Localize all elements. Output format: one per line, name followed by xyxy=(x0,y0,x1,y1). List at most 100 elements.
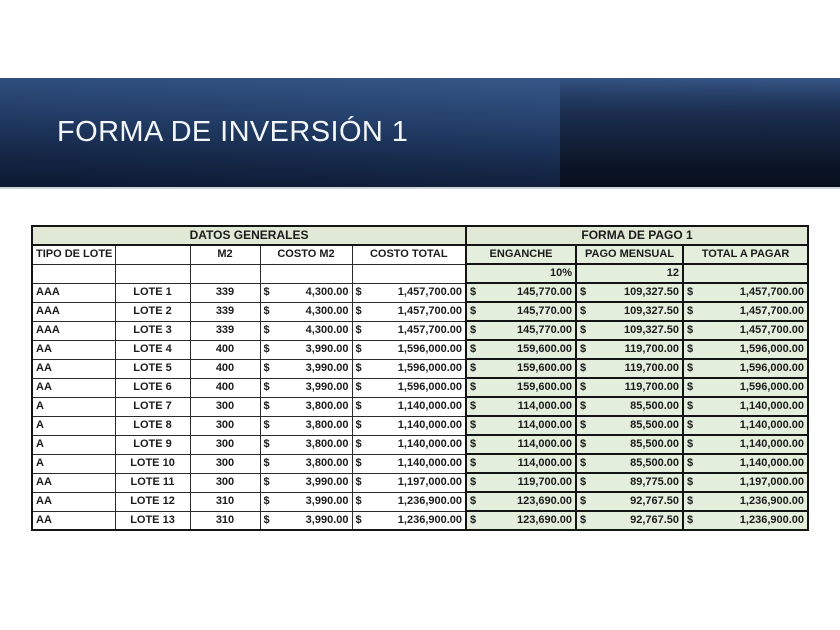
currency-symbol: $ xyxy=(355,362,362,374)
cell-m2: 300 xyxy=(189,415,261,436)
cell-enganche: $123,690.00 xyxy=(465,510,578,531)
subheader-empty-cell xyxy=(259,263,353,284)
currency-symbol: $ xyxy=(470,457,477,469)
currency-symbol: $ xyxy=(263,513,270,526)
cell-total-a-pagar: $1,140,000.00 xyxy=(682,415,810,436)
table-row: AAA LOTE 2 339 $4,300.00 $1,457,700.00 $… xyxy=(31,301,810,322)
table-row: A LOTE 10 300 $3,800.00 $1,140,000.00 $1… xyxy=(31,453,810,474)
cell-pago-mensual: $119,700.00 xyxy=(575,377,685,398)
cell-costo-total: $1,140,000.00 xyxy=(351,415,467,436)
column-header-nombre xyxy=(114,244,191,265)
cell-costo-m2: $4,300.00 xyxy=(259,301,353,322)
cell-total-a-pagar: $1,236,900.00 xyxy=(682,510,810,531)
cell-costo-m2: $3,800.00 xyxy=(259,434,353,455)
table-row: AA LOTE 6 400 $3,990.00 $1,596,000.00 $1… xyxy=(31,377,810,398)
cell-pago-mensual: $119,700.00 xyxy=(575,358,685,379)
cell-m2: 400 xyxy=(189,377,261,398)
table-row: AA LOTE 5 400 $3,990.00 $1,596,000.00 $1… xyxy=(31,358,810,379)
cell-costo-m2: $3,990.00 xyxy=(259,358,353,379)
cell-enganche: $145,770.00 xyxy=(465,301,578,322)
currency-symbol: $ xyxy=(470,381,477,393)
cell-costo-total: $1,140,000.00 xyxy=(351,434,467,455)
currency-symbol: $ xyxy=(263,476,270,488)
cell-costo-m2: $3,990.00 xyxy=(259,377,353,398)
subheader-empty-cell xyxy=(114,263,191,284)
currency-symbol: $ xyxy=(580,514,587,526)
cell-pago-mensual: $85,500.00 xyxy=(575,415,685,436)
cell-tipo-de-lote: AA xyxy=(31,377,116,398)
cell-pago-mensual: $85,500.00 xyxy=(575,396,685,417)
currency-symbol: $ xyxy=(470,400,477,412)
title-band-right-panel xyxy=(560,78,840,187)
cell-pago-mensual: $109,327.50 xyxy=(575,301,685,322)
cell-costo-total: $1,457,700.00 xyxy=(351,282,467,303)
cell-m2: 300 xyxy=(189,396,261,417)
column-header-enganche: ENGANCHE xyxy=(465,244,578,265)
cell-costo-m2: $3,990.00 xyxy=(259,472,353,493)
cell-m2: 400 xyxy=(189,358,261,379)
cell-lote: LOTE 4 xyxy=(114,339,191,360)
currency-symbol: $ xyxy=(263,400,270,412)
currency-symbol: $ xyxy=(470,324,477,336)
cell-pago-mensual: $89,775.00 xyxy=(575,472,685,493)
cell-pago-mensual: $92,767.50 xyxy=(575,510,685,531)
subheader-row: 10% 12 xyxy=(31,263,810,284)
cell-costo-total: $1,596,000.00 xyxy=(351,358,467,379)
table-row: AA LOTE 11 300 $3,990.00 $1,197,000.00 $… xyxy=(31,472,810,493)
table-head: DATOS GENERALES FORMA DE PAGO 1 TIPO DE … xyxy=(30,225,810,284)
currency-symbol: $ xyxy=(687,343,694,355)
cell-lote: LOTE 1 xyxy=(114,282,191,303)
column-header-pago-mensual: PAGO MENSUAL xyxy=(575,244,685,265)
cell-enganche: $159,600.00 xyxy=(465,358,578,379)
cell-costo-m2: $4,300.00 xyxy=(259,320,353,341)
subheader-pago-mensual-months: 12 xyxy=(575,263,685,284)
currency-symbol: $ xyxy=(355,305,362,317)
column-header-total-a-pagar: TOTAL A PAGAR xyxy=(682,244,810,265)
page-title: FORMA DE INVERSIÓN 1 xyxy=(57,116,409,148)
cell-tipo-de-lote: AA xyxy=(31,510,116,531)
cell-enganche: $114,000.00 xyxy=(465,434,578,455)
cell-enganche: $114,000.00 xyxy=(465,453,578,474)
currency-symbol: $ xyxy=(687,419,694,431)
currency-symbol: $ xyxy=(580,324,587,336)
currency-symbol: $ xyxy=(263,438,270,450)
cell-total-a-pagar: $1,457,700.00 xyxy=(682,320,810,341)
table-row: A LOTE 8 300 $3,800.00 $1,140,000.00 $11… xyxy=(31,415,810,436)
cell-costo-total: $1,596,000.00 xyxy=(351,339,467,360)
cell-costo-m2: $3,990.00 xyxy=(259,491,353,512)
cell-enganche: $145,770.00 xyxy=(465,320,578,341)
lots-table: DATOS GENERALES FORMA DE PAGO 1 TIPO DE … xyxy=(30,225,810,531)
cell-enganche: $159,600.00 xyxy=(465,377,578,398)
cell-lote: LOTE 11 xyxy=(114,472,191,493)
cell-total-a-pagar: $1,596,000.00 xyxy=(682,377,810,398)
subheader-empty-cell xyxy=(189,263,261,284)
currency-symbol: $ xyxy=(580,438,587,450)
cell-lote: LOTE 3 xyxy=(114,320,191,341)
column-header-row: TIPO DE LOTE M2 COSTO M2 COSTO TOTAL ENG… xyxy=(31,244,810,265)
currency-symbol: $ xyxy=(687,400,694,412)
group-header-row: DATOS GENERALES FORMA DE PAGO 1 xyxy=(30,225,810,246)
cell-costo-m2: $3,990.00 xyxy=(259,339,353,360)
table-row: AAA LOTE 3 339 $4,300.00 $1,457,700.00 $… xyxy=(31,320,810,341)
cell-tipo-de-lote: AAA xyxy=(31,282,116,303)
cell-tipo-de-lote: AAA xyxy=(31,301,116,322)
cell-costo-total: $1,596,000.00 xyxy=(351,377,467,398)
currency-symbol: $ xyxy=(470,514,477,526)
currency-symbol: $ xyxy=(580,495,587,507)
cell-lote: LOTE 5 xyxy=(114,358,191,379)
currency-symbol: $ xyxy=(470,343,477,355)
cell-tipo-de-lote: AA xyxy=(31,358,116,379)
currency-symbol: $ xyxy=(470,305,477,317)
cell-lote: LOTE 7 xyxy=(114,396,191,417)
cell-total-a-pagar: $1,457,700.00 xyxy=(682,301,810,322)
cell-total-a-pagar: $1,236,900.00 xyxy=(682,491,810,512)
cell-m2: 339 xyxy=(189,320,261,341)
cell-costo-m2: $3,800.00 xyxy=(259,396,353,417)
cell-m2: 310 xyxy=(189,491,261,512)
currency-symbol: $ xyxy=(355,400,362,412)
table-row: AA LOTE 12 310 $3,990.00 $1,236,900.00 $… xyxy=(31,491,810,512)
currency-symbol: $ xyxy=(263,419,270,431)
currency-symbol: $ xyxy=(470,438,477,450)
cell-m2: 300 xyxy=(189,453,261,474)
cell-tipo-de-lote: AA xyxy=(31,491,116,512)
